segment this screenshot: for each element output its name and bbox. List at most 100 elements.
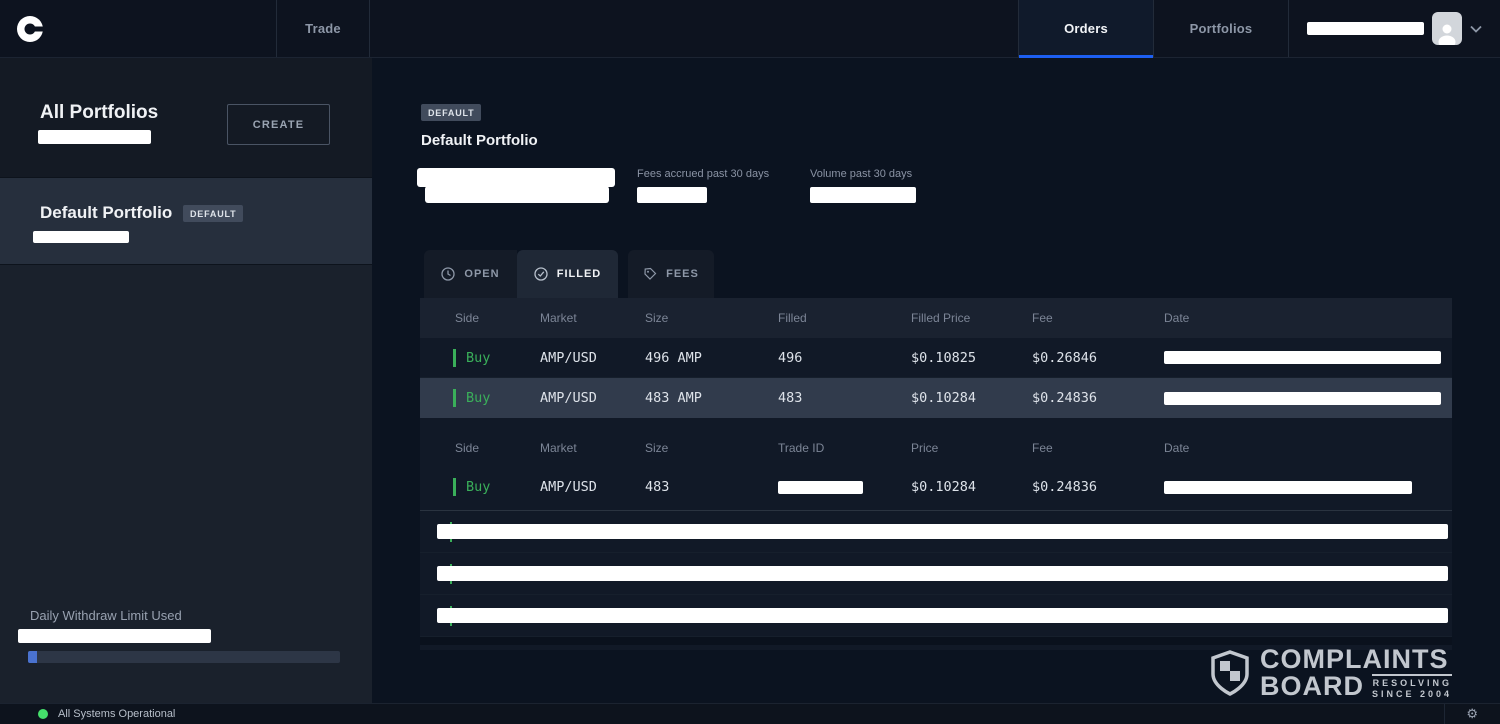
sidebar: All Portfolios CREATE Default Portfolio … xyxy=(0,58,372,703)
side-value: Buy xyxy=(466,479,491,495)
redacted-fees-value xyxy=(637,187,707,203)
user-menu[interactable] xyxy=(1288,0,1500,57)
status-bar: All Systems Operational ⚙ xyxy=(0,703,1500,724)
table-row[interactable]: Buy AMP/USD 496 AMP 496 $0.10825 $0.2684… xyxy=(420,338,1452,378)
top-nav: Trade Orders Portfolios xyxy=(0,0,1500,58)
watermark-tagline1: RESOLVING xyxy=(1372,677,1452,688)
volume-stat-label: Volume past 30 days xyxy=(810,168,913,180)
sidebar-item-default-portfolio[interactable]: Default Portfolio DEFAULT xyxy=(0,178,372,265)
tab-open[interactable]: OPEN xyxy=(424,250,517,298)
redacted-username xyxy=(1307,22,1424,35)
fees-stat-label: Fees accrued past 30 days xyxy=(637,168,770,180)
watermark-tagline: RESOLVING SINCE 2004 xyxy=(1371,673,1452,701)
col-price: Price xyxy=(911,441,939,455)
col-filled-price: Filled Price xyxy=(911,311,971,325)
side-cell: Buy xyxy=(420,348,540,367)
default-badge: DEFAULT xyxy=(183,205,244,222)
redacted-balance-line2 xyxy=(425,186,609,203)
watermark-word1: COMPLAINTS xyxy=(1259,644,1449,674)
redacted-volume-value xyxy=(810,187,916,203)
redacted-date xyxy=(1164,351,1441,364)
fee-value: $0.24836 xyxy=(1032,479,1098,495)
redacted-table-row[interactable] xyxy=(420,553,1452,595)
fees-tag-icon xyxy=(644,267,657,280)
market-value: AMP/USD xyxy=(540,390,597,406)
nav-tab-orders[interactable]: Orders xyxy=(1018,0,1153,58)
redacted-total-balance xyxy=(38,130,151,144)
tab-filled-label: FILLED xyxy=(556,268,602,280)
status-text: All Systems Operational xyxy=(58,708,176,720)
nav-portfolios-label: Portfolios xyxy=(1189,21,1253,36)
redacted-date xyxy=(1164,480,1412,494)
col-fee: Fee xyxy=(1032,311,1053,325)
nav-trade[interactable]: Trade xyxy=(277,0,370,57)
table-row-selected[interactable]: Buy AMP/USD 483 AMP 483 $0.10284 $0.2483… xyxy=(420,378,1452,418)
redacted-row-content xyxy=(437,566,1448,581)
price-value: $0.10284 xyxy=(911,479,977,495)
tab-fees-label: FEES xyxy=(666,268,699,280)
watermark-word2: BOARD xyxy=(1259,671,1364,701)
buy-indicator-bar xyxy=(453,389,456,407)
nav-tab-portfolios[interactable]: Portfolios xyxy=(1153,0,1288,57)
logo-area[interactable] xyxy=(0,0,277,57)
watermark-tagline2: SINCE 2004 xyxy=(1371,688,1452,699)
withdraw-limit-label: Daily Withdraw Limit Used xyxy=(30,608,182,623)
col-size: Size xyxy=(645,311,669,325)
shield-icon xyxy=(1211,650,1249,696)
market-value: AMP/USD xyxy=(540,479,597,495)
filled-orders-table: Side Market Size Filled Filled Price Fee… xyxy=(420,298,1452,650)
avatar xyxy=(1432,12,1462,45)
market-value: AMP/USD xyxy=(540,349,597,366)
tab-fees[interactable]: FEES xyxy=(628,250,714,298)
orders-tabs: OPEN FILLED FEES xyxy=(424,250,714,298)
redacted-withdraw-amount xyxy=(18,629,211,643)
withdraw-progress-bar xyxy=(28,651,340,663)
all-portfolios-section[interactable]: All Portfolios CREATE xyxy=(0,58,372,178)
all-portfolios-title: All Portfolios xyxy=(40,102,159,123)
col-date: Date xyxy=(1164,311,1190,325)
create-portfolio-button[interactable]: CREATE xyxy=(227,104,330,145)
col-size: Size xyxy=(645,441,669,455)
gear-icon[interactable]: ⚙ xyxy=(1466,706,1478,721)
col-market: Market xyxy=(540,441,577,455)
filled-value: 496 xyxy=(778,349,803,366)
redacted-balance-line1 xyxy=(417,168,615,187)
redacted-row-content xyxy=(437,608,1448,623)
side-value: Buy xyxy=(466,349,491,366)
redacted-date xyxy=(1164,391,1441,405)
page-title: Default Portfolio xyxy=(421,132,538,149)
default-portfolio-title: Default Portfolio xyxy=(40,203,173,222)
trade-detail-row[interactable]: Buy AMP/USD 483 $0.10284 $0.24836 xyxy=(420,466,1452,508)
redacted-portfolio-balance xyxy=(33,231,129,243)
table-footer-strip xyxy=(420,637,1452,645)
redacted-table-row[interactable] xyxy=(420,595,1452,637)
side-cell: Buy xyxy=(420,389,540,407)
tab-filled[interactable]: FILLED xyxy=(517,250,618,298)
filled-value: 483 xyxy=(778,390,803,406)
check-circle-icon xyxy=(534,267,548,281)
side-cell: Buy xyxy=(420,478,540,496)
fee-value: $0.26846 xyxy=(1032,349,1098,366)
fee-value: $0.24836 xyxy=(1032,390,1098,406)
complaintsboard-watermark: COMPLAINTS BOARD RESOLVING SINCE 2004 xyxy=(1210,646,1452,700)
redacted-row-content xyxy=(437,524,1448,539)
tab-open-label: OPEN xyxy=(464,268,500,280)
divider xyxy=(1444,704,1445,724)
size-value: 496 AMP xyxy=(645,349,702,366)
watermark-text: COMPLAINTS BOARD RESOLVING SINCE 2004 xyxy=(1260,646,1452,700)
buy-indicator-bar xyxy=(453,348,456,367)
withdraw-progress-fill xyxy=(28,651,37,663)
nav-orders-label: Orders xyxy=(1064,21,1108,36)
buy-indicator-bar xyxy=(453,478,456,496)
divider xyxy=(420,510,1452,511)
trade-detail-header: Side Market Size Trade ID Price Fee Date xyxy=(420,430,1452,466)
redacted-table-row[interactable] xyxy=(420,511,1452,553)
size-value: 483 AMP xyxy=(645,390,702,406)
table-header: Side Market Size Filled Filled Price Fee… xyxy=(420,298,1452,338)
fees-stat: Fees accrued past 30 days xyxy=(637,168,769,203)
nav-trade-label: Trade xyxy=(305,21,341,36)
chevron-down-icon xyxy=(1470,25,1482,33)
coinbase-logo xyxy=(17,15,44,42)
filled-price-value: $0.10284 xyxy=(911,390,977,406)
